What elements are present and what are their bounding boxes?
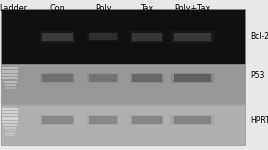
Bar [2,117,18,120]
Bar [1,9,245,64]
Bar [5,134,15,136]
Bar [2,111,18,113]
Bar [171,31,214,42]
Bar [40,31,75,42]
Bar [174,74,211,82]
Bar [3,124,17,126]
Bar [171,73,214,83]
Bar [87,32,119,41]
Bar [40,115,75,125]
Bar [132,116,162,124]
Bar [42,74,73,82]
Bar [42,33,73,41]
Text: Bcl-2: Bcl-2 [251,32,268,41]
Bar [89,33,117,40]
Text: Tax: Tax [140,4,153,13]
Bar [1,65,245,104]
Bar [5,84,16,86]
Bar [87,73,119,83]
Bar [87,115,119,125]
Text: Ladder: Ladder [0,4,27,13]
Bar [171,115,214,125]
Bar [174,33,211,41]
Text: HPRT: HPRT [251,116,268,125]
Text: Con: Con [50,4,65,13]
Bar [5,132,15,134]
Bar [130,31,164,42]
Bar [1,105,245,145]
Bar [4,127,16,129]
Bar [40,73,75,83]
Text: Poly: Poly [95,4,111,13]
Bar [132,33,162,41]
Bar [130,115,164,125]
Bar [2,67,18,69]
Bar [2,77,18,79]
Bar [42,116,73,124]
Bar [132,74,162,82]
Bar [2,108,18,110]
Bar [5,87,15,89]
Bar [2,74,18,76]
Text: Poly+Tax: Poly+Tax [174,4,211,13]
Bar [5,130,16,131]
Text: P53: P53 [251,71,265,80]
Bar [2,121,18,123]
Bar [130,73,164,83]
Bar [174,116,211,124]
Bar [4,81,17,83]
Bar [89,116,117,124]
Bar [2,114,18,116]
Bar [2,70,18,73]
Bar [89,74,117,82]
